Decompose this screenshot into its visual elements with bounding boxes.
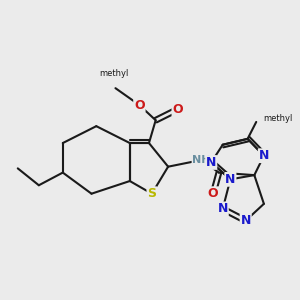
Text: N: N — [259, 149, 269, 162]
Text: N: N — [225, 173, 236, 186]
Text: N: N — [241, 214, 251, 227]
Text: methyl: methyl — [264, 114, 293, 123]
Text: N: N — [218, 202, 228, 215]
Text: O: O — [208, 187, 218, 200]
Text: O: O — [172, 103, 183, 116]
Text: N: N — [206, 156, 216, 169]
Text: S: S — [147, 187, 156, 200]
Text: NH: NH — [192, 155, 211, 165]
Text: methyl: methyl — [99, 69, 129, 78]
Text: O: O — [134, 99, 145, 112]
